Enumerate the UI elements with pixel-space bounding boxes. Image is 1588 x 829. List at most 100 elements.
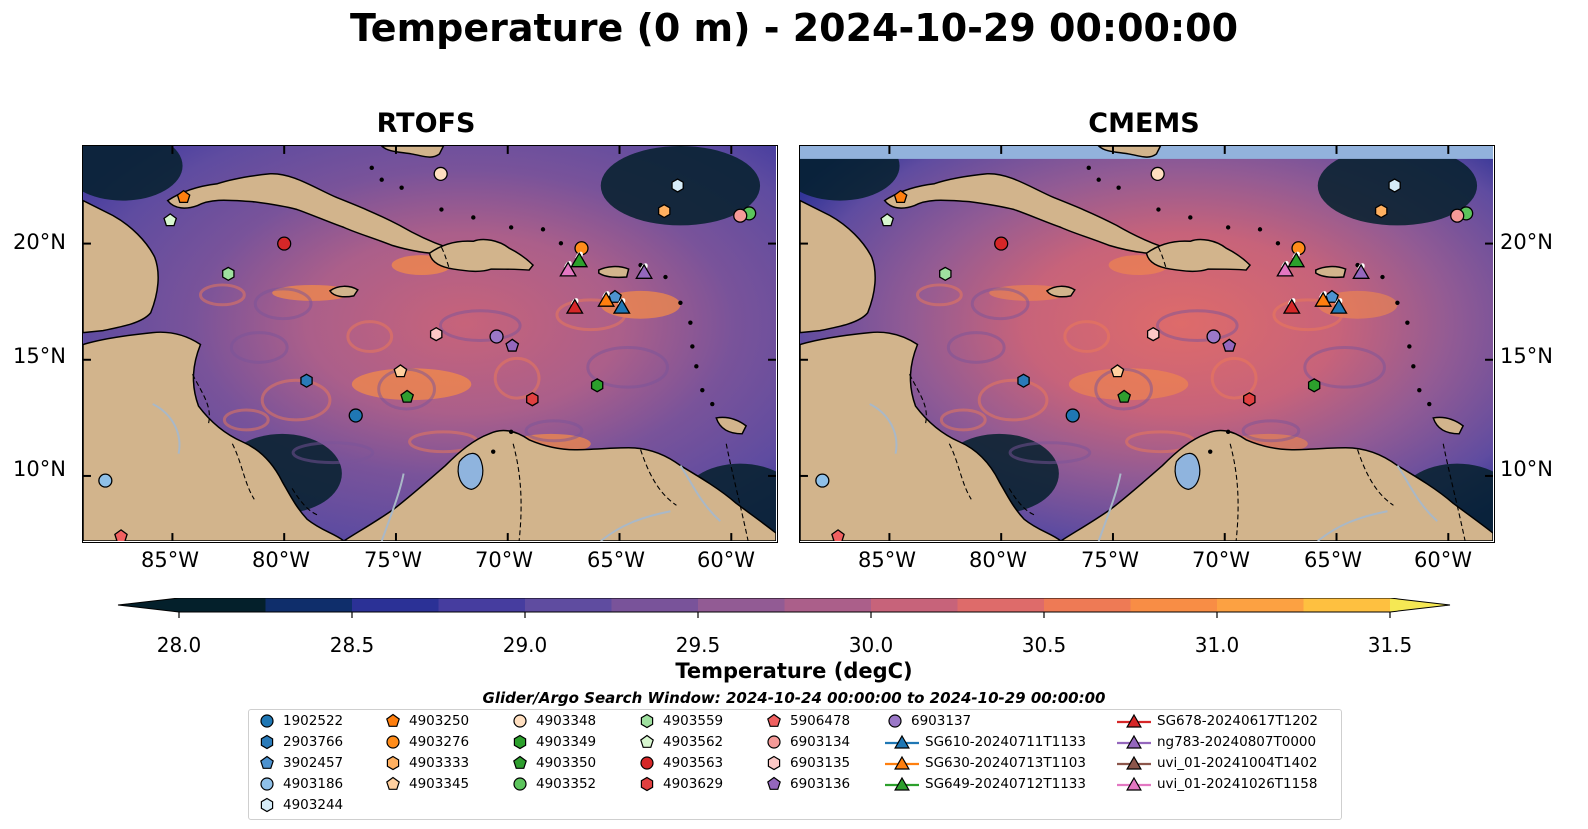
argo-6903137 — [489, 329, 504, 344]
colorbar-tick: 29.0 — [502, 633, 548, 657]
land-southam — [342, 429, 776, 541]
argo-6903134 — [1450, 208, 1465, 223]
land-central — [83, 331, 346, 541]
glider-SG678-20240617T1202 — [1282, 298, 1301, 314]
legend-entry: 3902457 — [257, 753, 343, 773]
colorbar-tick: 31.0 — [1194, 633, 1240, 657]
lon-label-70w-left: 70°W — [475, 548, 533, 572]
legend: 1902522 2903766 3902457 4903186 4903244 49032… — [248, 709, 1342, 820]
circle-marker-icon — [386, 735, 400, 749]
glider-triangle-icon — [1117, 755, 1151, 770]
argo-4903348 — [1150, 166, 1165, 181]
legend-entry: 4903352 — [510, 774, 596, 794]
legend-entry: 4903276 — [383, 732, 469, 752]
country-border — [192, 374, 210, 425]
country-border — [1229, 443, 1239, 541]
lon-label-80w-left: 80°W — [252, 548, 310, 572]
legend-entry-label: 4903244 — [283, 797, 344, 813]
river — [1317, 510, 1388, 541]
argo-2903766 — [1017, 373, 1030, 388]
legend-entry-label: 6903134 — [790, 734, 851, 750]
small-island — [508, 225, 514, 230]
colorbar-segment — [525, 598, 613, 612]
colorbar-segment — [698, 598, 786, 612]
eddy-swirl — [586, 345, 669, 389]
legend-entry-label: 6903135 — [790, 755, 851, 771]
argo-4903333 — [1374, 203, 1388, 219]
glider-triangle-icon — [885, 776, 919, 791]
colorbar-segment — [438, 598, 526, 612]
hexagon-marker-icon — [513, 734, 527, 750]
colorbar-segment — [1217, 598, 1305, 612]
argo-4903563 — [277, 236, 292, 251]
legend-entry-label: 4903563 — [663, 755, 724, 771]
argo-6903134 — [733, 208, 748, 223]
hexagon-marker-icon — [260, 797, 274, 813]
argo-4903629 — [526, 392, 539, 407]
legend-entry-label: 4903352 — [536, 776, 597, 792]
legend-entry-label: 4903629 — [663, 776, 724, 792]
colorbar-segment — [1303, 598, 1391, 612]
legend-entry-label: 4903559 — [663, 713, 724, 729]
legend-entry: 6903134 — [764, 732, 850, 752]
pentagon-marker-icon — [386, 776, 400, 790]
legend-entry: 6903137 — [885, 711, 971, 731]
glider-ng783-20240807T0000 — [635, 263, 653, 279]
glider-SG649-20240712T1133 — [570, 251, 589, 268]
circle-marker-icon — [513, 777, 527, 791]
small-island — [508, 429, 514, 435]
eddy-swirl — [977, 378, 1049, 422]
eddy-swirl — [346, 320, 394, 353]
legend-entry-label: 2903766 — [283, 734, 344, 750]
legend-entry-label: 4903276 — [409, 734, 470, 750]
argo-4903345 — [393, 364, 408, 378]
legend-entry-label: 4903350 — [536, 755, 597, 771]
lon-label-75w-right: 75°W — [1081, 548, 1139, 572]
panel-title-cmems: CMEMS — [1088, 108, 1200, 139]
hexagon-marker-icon — [260, 734, 274, 750]
argo-4903563 — [994, 236, 1009, 251]
eddy-swirl — [198, 283, 246, 307]
colorbar — [117, 598, 1451, 618]
glider-uvi_01-20241026T1158 — [1276, 261, 1294, 277]
country-border — [1008, 488, 1036, 516]
small-island — [439, 207, 444, 212]
colorbar-segment — [871, 598, 959, 612]
pentagon-marker-icon — [767, 713, 781, 727]
colorbar-segment — [1044, 598, 1132, 612]
legend-entry: 4903559 — [637, 711, 723, 731]
hexagon-marker-icon — [767, 755, 781, 771]
land-central — [800, 331, 1063, 541]
circle-marker-icon — [767, 735, 781, 749]
legend-entry: 4903244 — [257, 795, 343, 815]
main-title: Temperature (0 m) - 2024-10-29 00:00:00 — [349, 6, 1239, 50]
circle-marker-icon — [888, 714, 902, 728]
argo-5906478 — [831, 529, 845, 541]
land-lesser — [715, 416, 748, 435]
small-island — [700, 387, 705, 393]
argo-4903629 — [1243, 392, 1256, 407]
colorbar-tick: 30.0 — [848, 633, 894, 657]
argo-4903186 — [815, 473, 830, 488]
land-florida — [1097, 146, 1162, 158]
river — [869, 403, 898, 454]
argo-4903250 — [176, 189, 191, 204]
legend-entry: 4903563 — [637, 753, 723, 773]
small-island — [1395, 300, 1400, 305]
legend-entry: 6903135 — [764, 753, 850, 773]
glider-SG630-20240713T1103 — [597, 291, 616, 307]
legend-entry-label: 1902522 — [283, 713, 344, 729]
land-puertorico — [598, 265, 630, 279]
cold-patch — [83, 146, 183, 201]
legend-entry: ng783-20240807T0000 — [1117, 732, 1316, 752]
small-island — [663, 274, 668, 280]
glider-triangle-icon — [1117, 713, 1151, 728]
small-island — [690, 344, 695, 349]
small-island — [379, 177, 384, 182]
warm-streak — [351, 368, 472, 401]
small-island — [1156, 207, 1161, 212]
eddy-swirl — [1303, 345, 1386, 389]
legend-entry-label: 6903136 — [790, 776, 851, 792]
argo-1902522 — [1065, 408, 1080, 423]
eddy-swirl — [1210, 356, 1258, 400]
